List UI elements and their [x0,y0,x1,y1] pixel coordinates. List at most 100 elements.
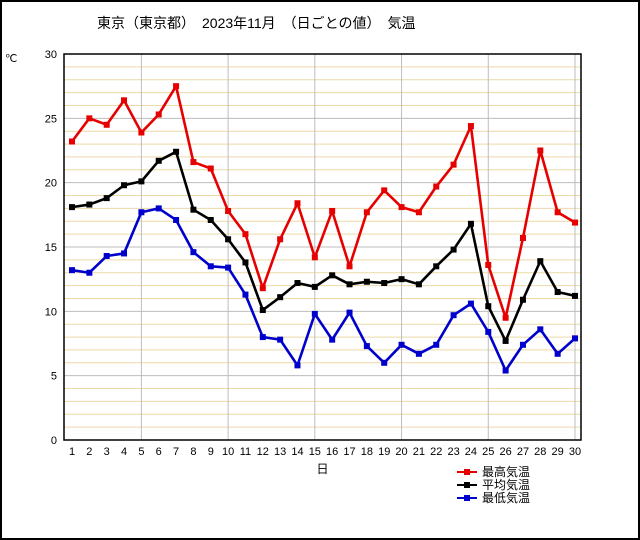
data-point [572,335,578,342]
x-tick-label: 24 [465,446,477,458]
data-point [155,111,162,118]
data-point [554,289,561,296]
data-point [155,157,162,164]
y-tick-label: 25 [45,113,57,125]
data-point [467,123,474,130]
data-point [450,246,457,253]
x-tick-label: 10 [222,446,234,458]
x-tick-label: 14 [291,446,303,458]
x-tick-label: 28 [534,446,546,458]
x-tick-label: 18 [361,446,373,458]
x-tick-label: 2 [86,446,92,458]
data-point [121,250,128,257]
data-point [329,336,336,343]
x-tick-label: 25 [482,446,494,458]
data-point [242,231,249,238]
data-point [225,207,232,214]
data-point [485,303,492,310]
x-tick-label: 15 [309,446,321,458]
data-point [86,115,93,122]
x-tick-label: 20 [395,446,407,458]
data-point [415,350,422,357]
data-point [207,263,214,270]
legend-item-0: 最高気温 [457,466,530,478]
legend-label: 平均気温 [482,478,531,492]
data-point [69,138,75,145]
x-tick-label: 1 [69,446,75,458]
data-point [207,165,214,172]
data-point [363,209,370,216]
data-point [138,178,145,185]
data-point [415,281,422,288]
data-point [121,182,128,189]
data-point [311,310,318,317]
data-point [173,83,180,90]
x-tick-label: 3 [104,446,110,458]
data-point [381,280,388,287]
data-point [467,300,474,307]
plot-border [63,53,582,441]
data-point [329,272,336,279]
series-line-1 [71,150,576,343]
data-point [329,207,336,214]
x-tick-label: 13 [274,446,286,458]
legend-swatch-icon [457,495,477,501]
x-tick-label: 29 [552,446,564,458]
data-point [450,161,457,168]
y-tick-label: 15 [45,242,57,254]
data-point [381,359,388,366]
data-point [346,309,353,316]
data-point [433,183,440,190]
data-point [277,294,284,301]
x-tick-label: 8 [190,446,196,458]
chart-legend: 最高気温 平均気温 最低気温 [457,466,530,504]
data-point [537,326,544,333]
data-point [190,206,197,213]
data-point [346,263,353,270]
y-tick-label: 20 [45,178,57,190]
y-tick-label: 0 [51,435,57,447]
legend-label: 最低気温 [482,491,531,505]
data-point [138,129,145,136]
data-point [277,336,284,343]
data-point [86,269,93,276]
data-point [190,159,197,166]
x-tick-label: 7 [173,446,179,458]
data-point [485,328,492,335]
data-point [259,334,266,341]
data-point [433,341,440,348]
data-point [363,343,370,350]
data-point [519,341,526,348]
y-tick-label: 5 [51,371,57,383]
data-point [190,249,197,256]
data-point [103,195,110,202]
data-point [207,216,214,223]
data-point [554,209,561,216]
data-point [138,209,145,216]
x-tick-label: 4 [121,446,127,458]
legend-label: 最高気温 [482,465,531,479]
data-point [398,276,405,283]
data-point [242,259,249,266]
data-point [277,236,284,243]
data-point [103,253,110,260]
x-tick-label: 23 [447,446,459,458]
data-point [69,204,75,211]
data-point [69,267,75,274]
data-point [294,362,301,369]
y-tick-label: 30 [45,49,57,61]
legend-item-2: 最低気温 [457,492,530,504]
y-tick-label: 10 [45,306,57,318]
x-tick-label: 9 [208,446,214,458]
data-point [381,187,388,194]
x-tick-label: 27 [517,446,529,458]
data-point [155,205,162,212]
data-point [294,280,301,287]
data-point [415,209,422,216]
x-axis-title: 日 [316,462,328,476]
x-tick-label: 19 [378,446,390,458]
data-point [398,341,405,348]
data-point [519,234,526,241]
